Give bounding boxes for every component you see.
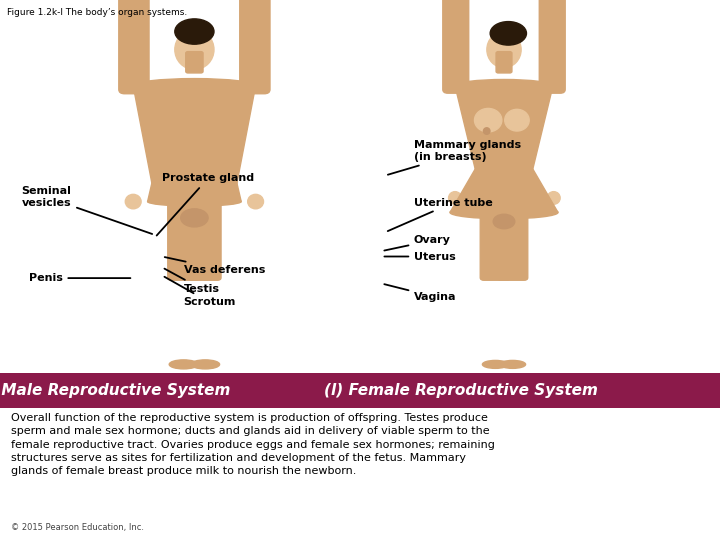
FancyBboxPatch shape (477, 123, 514, 208)
Ellipse shape (133, 79, 256, 93)
Ellipse shape (500, 360, 526, 368)
FancyBboxPatch shape (480, 202, 510, 280)
Text: Prostate gland: Prostate gland (157, 173, 254, 235)
Text: Uterus: Uterus (384, 252, 456, 261)
Text: Overall function of the reproductive system is production of offspring. Testes p: Overall function of the reproductive sys… (11, 413, 495, 476)
FancyBboxPatch shape (539, 0, 565, 93)
Ellipse shape (450, 206, 558, 219)
Text: (l) Female Reproductive System: (l) Female Reproductive System (324, 383, 598, 397)
Ellipse shape (175, 30, 214, 70)
Ellipse shape (490, 22, 526, 45)
Text: Mammary glands
(in breasts): Mammary glands (in breasts) (388, 140, 521, 175)
Ellipse shape (484, 128, 490, 134)
Ellipse shape (175, 19, 214, 44)
Ellipse shape (493, 214, 515, 229)
Text: © 2015 Pearson Education, Inc.: © 2015 Pearson Education, Inc. (11, 523, 144, 532)
Text: Ovary: Ovary (384, 235, 451, 251)
Text: Figure 1.2k-l The body’s organ systems.: Figure 1.2k-l The body’s organ systems. (7, 8, 187, 17)
Polygon shape (148, 180, 241, 201)
FancyBboxPatch shape (164, 108, 203, 201)
Bar (0, 373, 720, 408)
Ellipse shape (449, 192, 462, 204)
Polygon shape (455, 86, 553, 169)
FancyBboxPatch shape (189, 202, 221, 280)
Text: Seminal
vesicles: Seminal vesicles (22, 186, 152, 234)
Polygon shape (133, 86, 256, 187)
Ellipse shape (169, 360, 198, 369)
Text: Scrotum: Scrotum (164, 277, 236, 307)
FancyBboxPatch shape (186, 108, 225, 201)
Ellipse shape (505, 109, 529, 131)
Text: Penis: Penis (29, 273, 130, 283)
Ellipse shape (547, 192, 560, 204)
Ellipse shape (455, 79, 553, 92)
Ellipse shape (487, 31, 521, 68)
Text: Testis: Testis (164, 268, 220, 294)
Text: (k) Male Reproductive System: (k) Male Reproductive System (0, 383, 230, 397)
Ellipse shape (125, 194, 141, 209)
FancyBboxPatch shape (498, 202, 528, 280)
Ellipse shape (181, 209, 208, 227)
Text: Uterine tube: Uterine tube (388, 198, 492, 231)
Ellipse shape (474, 109, 502, 132)
Text: Vas deferens: Vas deferens (165, 257, 265, 275)
FancyBboxPatch shape (240, 0, 270, 94)
Ellipse shape (148, 197, 241, 206)
FancyBboxPatch shape (168, 202, 199, 280)
FancyBboxPatch shape (119, 0, 149, 94)
Polygon shape (450, 169, 558, 212)
Ellipse shape (248, 194, 264, 209)
FancyBboxPatch shape (494, 123, 531, 208)
FancyBboxPatch shape (186, 52, 203, 73)
FancyBboxPatch shape (443, 0, 469, 93)
Ellipse shape (482, 360, 508, 368)
Text: Vagina: Vagina (384, 284, 456, 302)
Ellipse shape (191, 360, 220, 369)
FancyBboxPatch shape (496, 52, 512, 73)
